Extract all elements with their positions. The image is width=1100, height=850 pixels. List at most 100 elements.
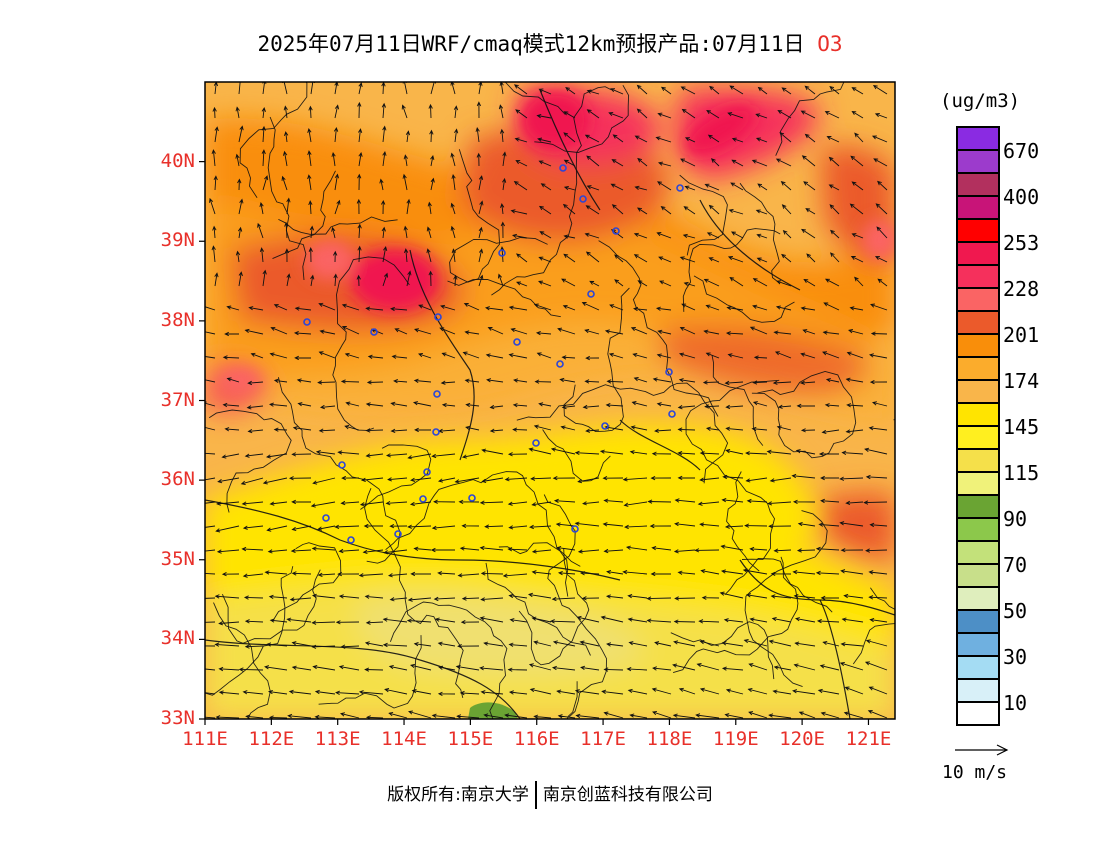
wind-arrow: [311, 644, 336, 649]
wind-arrow: [450, 82, 456, 95]
x-tick-label: 114E: [381, 728, 427, 750]
wind-arrow: [780, 181, 792, 191]
wind-arrow: [438, 665, 456, 671]
wind-arrow: [630, 327, 648, 335]
wind-arrow: [406, 618, 432, 623]
wind-arrow: [414, 328, 432, 335]
wind-arrow: [499, 128, 505, 143]
wind-arrow: [752, 278, 768, 287]
station-marker: [668, 410, 676, 418]
wind-arrow: [611, 204, 624, 215]
wind-arrow: [725, 449, 744, 455]
wind-arrow: [562, 304, 576, 311]
wind-arrow: [815, 570, 840, 576]
wind-arrow: [483, 713, 504, 719]
wind-arrow: [752, 401, 768, 407]
legend-swatch: [958, 496, 998, 519]
wind-arrow: [846, 351, 864, 359]
wind-arrow: [269, 618, 288, 623]
wind-arrow: [782, 229, 792, 239]
wind-arrow: [273, 427, 288, 432]
legend-label: 174: [1003, 369, 1040, 393]
wind-arrow: [822, 351, 840, 359]
wind-arrow: [489, 428, 504, 433]
wind-arrow: [603, 498, 624, 503]
wind-arrow: [606, 642, 624, 647]
wind-arrow: [307, 127, 312, 143]
wind-arrow: [509, 618, 528, 623]
wind-arrow: [381, 102, 387, 119]
wind-arrow: [539, 231, 552, 239]
wind-arrow: [312, 664, 336, 671]
wind-arrow: [875, 203, 888, 215]
wind-arrow: [382, 617, 408, 623]
wind-arrow: [540, 183, 552, 191]
wind-arrow: [551, 596, 576, 602]
wind-arrow: [211, 149, 216, 167]
boundary-line: [852, 623, 895, 665]
wind-arrow: [574, 521, 600, 527]
wind-arrow: [293, 330, 312, 336]
boundary-line: [682, 228, 781, 312]
wind-arrow: [771, 616, 792, 623]
wind-arrow: [317, 380, 336, 385]
wind-arrow: [500, 202, 505, 215]
wind-arrow: [437, 641, 456, 647]
boundary-line: [385, 471, 581, 567]
wind-arrow: [775, 305, 792, 311]
wind-arrow: [770, 571, 792, 577]
wind-arrow: [611, 159, 624, 167]
wind-arrow: [226, 305, 240, 311]
wind-arrow: [751, 426, 768, 432]
wind-arrow: [656, 353, 672, 359]
wind-arrow: [851, 233, 864, 239]
map-title: 2025年07月11日WRF/cmaq模式12km预报产品:07月11日 O3: [0, 28, 1100, 58]
wind-arrow: [450, 202, 456, 215]
wind-arrow: [508, 690, 528, 695]
wind-arrow: [357, 245, 362, 263]
legend-label: 253: [1003, 231, 1040, 255]
wind-arrow: [677, 405, 696, 410]
wind-arrow: [752, 304, 768, 311]
wind-arrow: [205, 549, 216, 552]
wind-arrow: [586, 155, 600, 167]
wind-arrow: [267, 549, 288, 554]
wind-arrow: [756, 233, 768, 239]
wind-arrow: [403, 225, 408, 239]
wind-arrow: [796, 548, 816, 553]
wind-arrow: [865, 639, 888, 647]
wind-arrow: [406, 270, 412, 287]
wind-arrow: [382, 272, 389, 287]
wind-arrow: [388, 664, 408, 671]
wind-arrow: [772, 380, 792, 385]
station-marker: [347, 536, 355, 544]
wind-vectors: [205, 82, 888, 719]
wind-arrow: [538, 160, 552, 167]
wind-arrow: [608, 352, 624, 359]
wind-arrow: [745, 477, 768, 483]
wind-arrow: [214, 126, 219, 143]
wind-arrow: [577, 549, 600, 554]
wind-arrow: [864, 661, 888, 671]
legend-label: 228: [1003, 277, 1040, 301]
wind-arrow: [603, 548, 624, 554]
wind-arrow: [677, 570, 696, 575]
wind-arrow: [441, 402, 456, 408]
wind-arrow: [818, 522, 840, 527]
wind-arrow: [871, 135, 888, 143]
wind-arrow: [585, 251, 600, 263]
wind-arrow: [843, 711, 864, 719]
wind-arrow: [221, 571, 240, 577]
copyright-credit: 版权所有:南京大学 南京创蓝科技有限公司: [0, 780, 1100, 809]
wind-arrow: [766, 449, 792, 455]
legend-swatch: [958, 220, 998, 243]
wind-arrow: [637, 280, 648, 287]
wind-arrow: [314, 689, 336, 695]
wind-arrow: [563, 234, 576, 239]
wind-arrow: [288, 476, 312, 481]
wind-arrow: [259, 247, 265, 263]
wind-arrow: [681, 303, 696, 311]
wind-arrow: [672, 713, 696, 719]
wind-arrow: [315, 449, 336, 455]
wind-arrow: [221, 453, 240, 459]
